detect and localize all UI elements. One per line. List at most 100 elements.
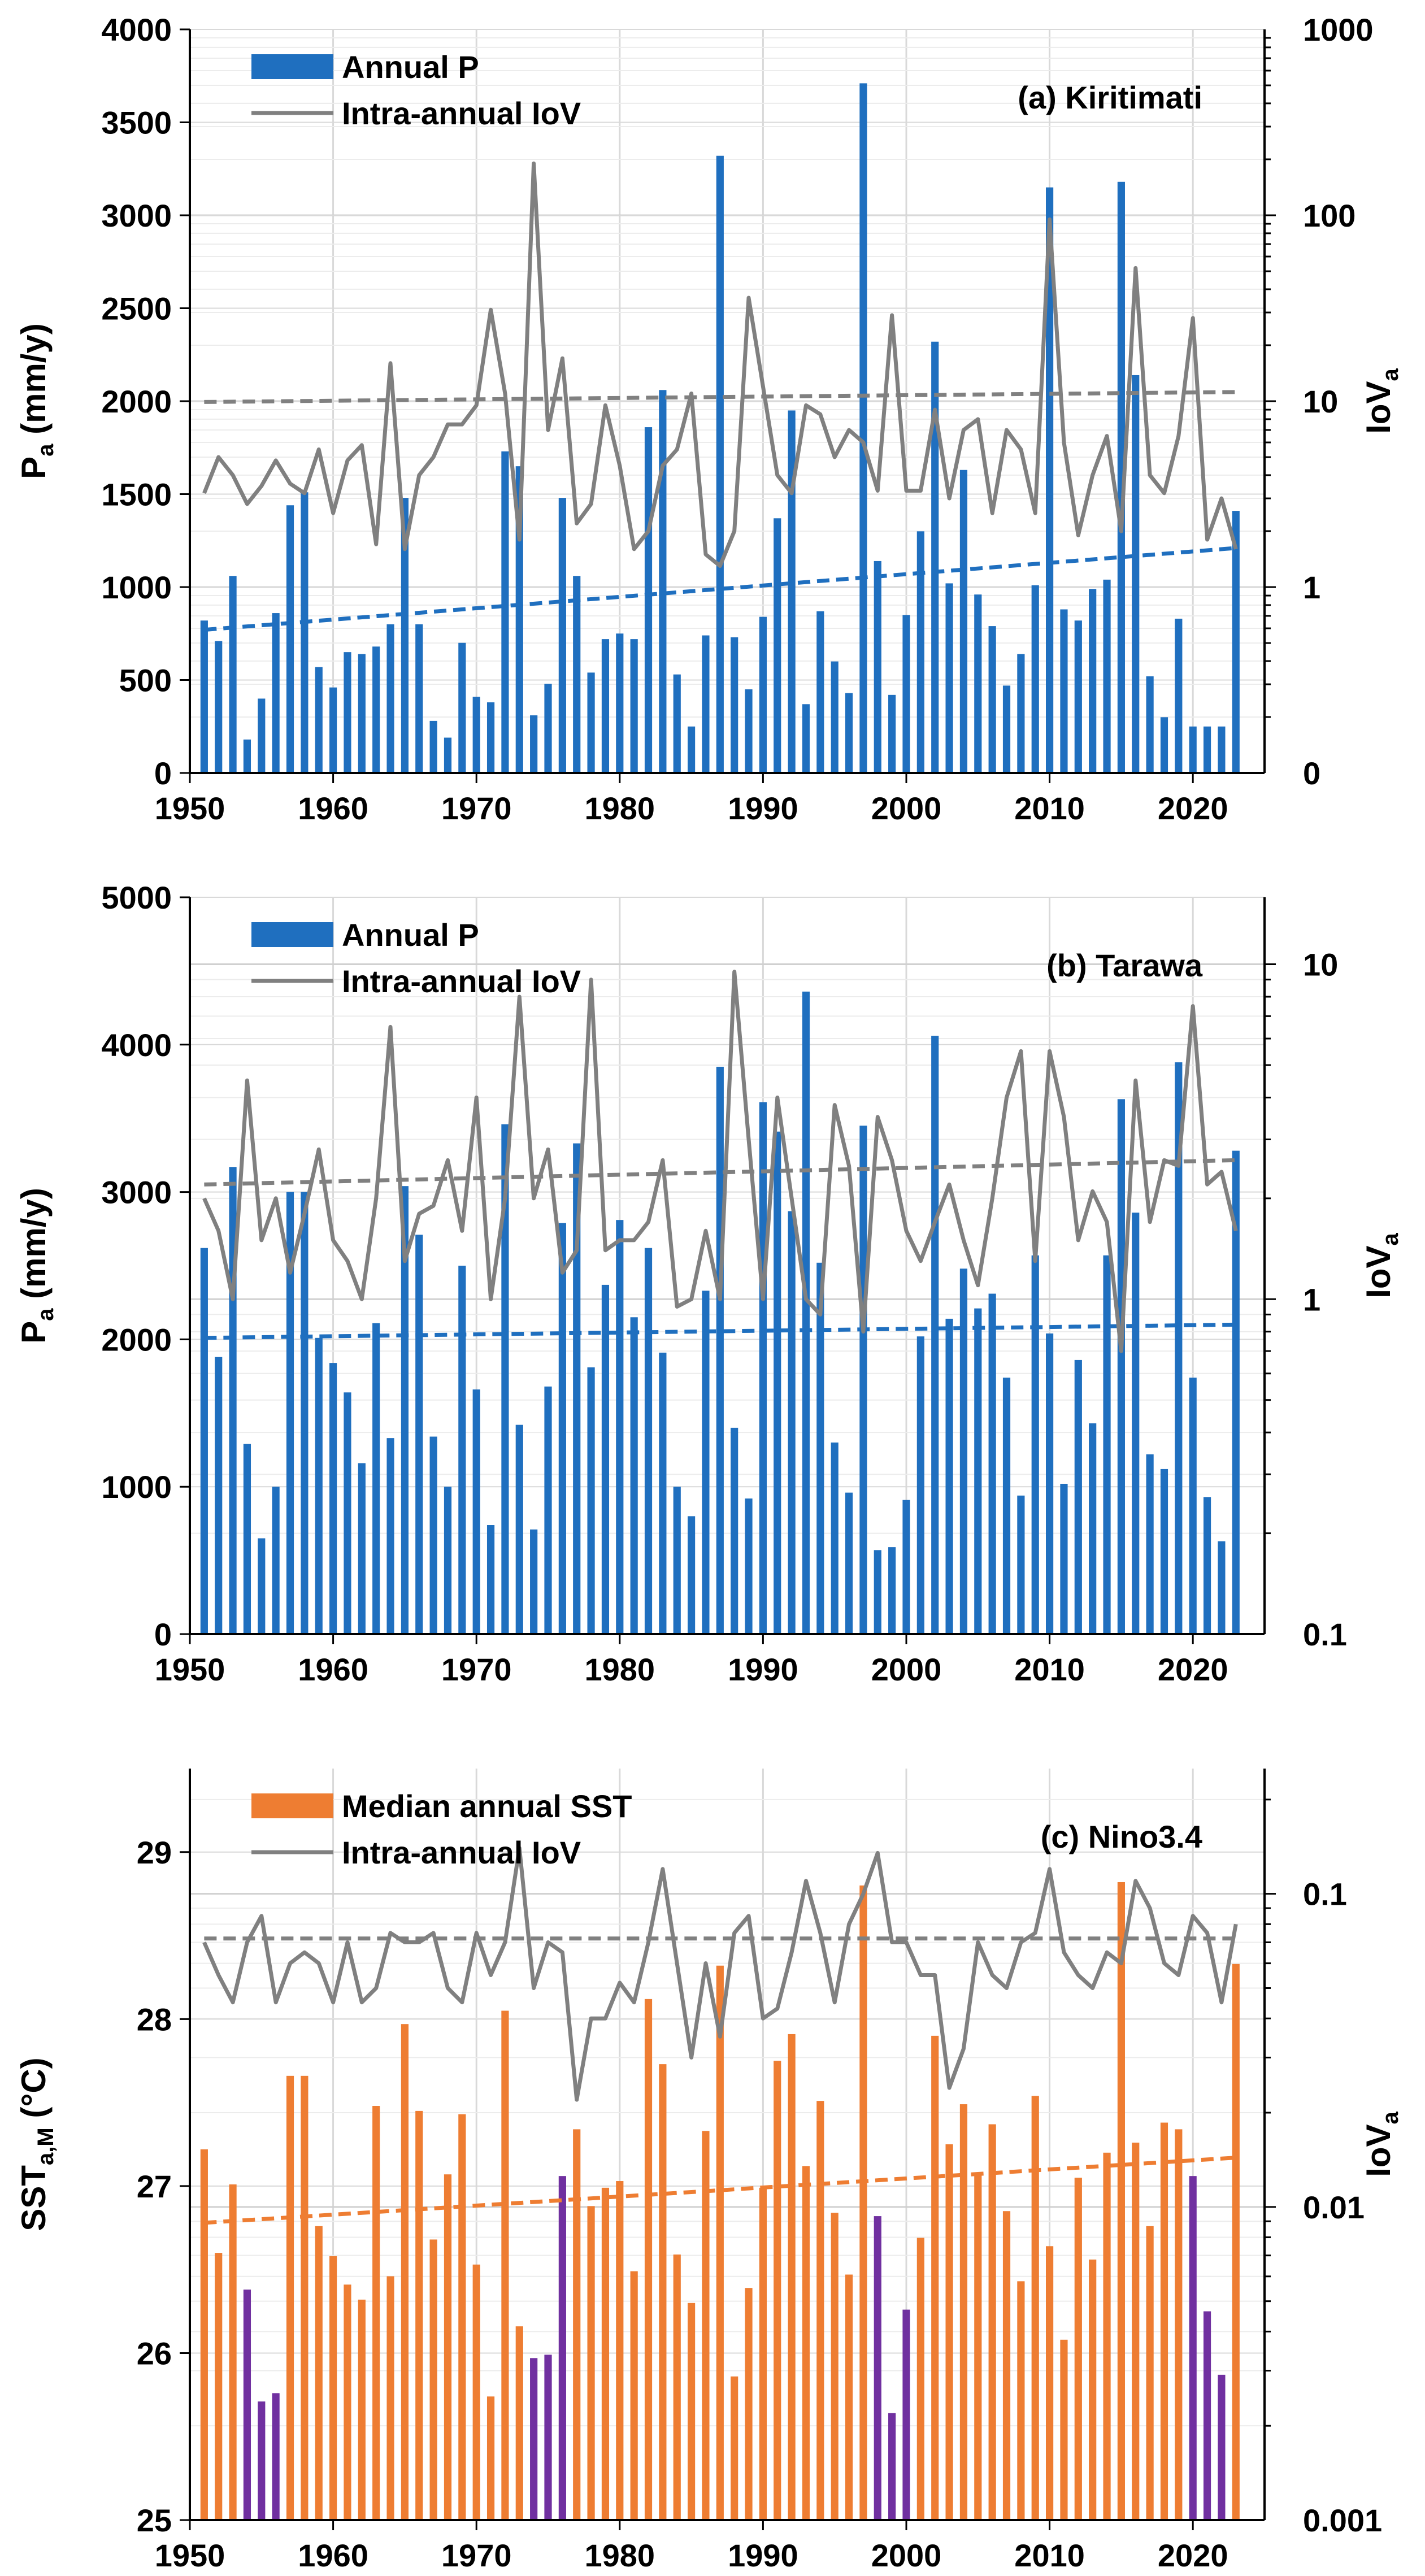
bar-2012 — [1074, 2178, 1082, 2520]
iov-series-line — [202, 1846, 1238, 2102]
bar-1985 — [688, 726, 696, 773]
bar-1989 — [745, 689, 753, 773]
y-axis-label-sub: a — [33, 1308, 58, 1321]
legend-label: Intra-annual IoV — [342, 963, 581, 999]
y-tick-label: 3500 — [101, 105, 172, 141]
bar-1965 — [401, 2024, 409, 2520]
x-tick-label: 1950 — [155, 790, 225, 826]
bar-1974 — [530, 1529, 538, 1634]
y2-tick-label: 0.1 — [1303, 1617, 1347, 1652]
y2-axis-label: IoVa — [1359, 368, 1403, 433]
x-tick-label: 1990 — [728, 790, 798, 826]
bar-1971 — [486, 702, 495, 773]
x-tick-label: 1970 — [441, 1652, 512, 1687]
y-axis-label-unit: (mm/y) — [15, 323, 53, 444]
bar-1968 — [444, 737, 452, 773]
bar-1971 — [486, 2396, 495, 2520]
bar-1958 — [301, 2075, 309, 2520]
bar-1993 — [802, 704, 810, 773]
bar-2001 — [916, 531, 924, 773]
bar-2002 — [931, 2035, 939, 2520]
bar-1990 — [759, 616, 767, 773]
bar-1993 — [802, 2166, 810, 2520]
y-axis-label-main: P — [15, 1321, 53, 1344]
y2-axis-label-sub: a — [1378, 1232, 1403, 1245]
bar-1999 — [888, 1547, 896, 1634]
bar-1980 — [616, 2181, 624, 2520]
bar-1979 — [601, 2187, 610, 2520]
bar-1972 — [501, 1124, 509, 1634]
bar-2017 — [1146, 676, 1154, 773]
bar-1979 — [601, 639, 610, 773]
bar-1980 — [616, 1220, 624, 1634]
bar-1996 — [845, 693, 853, 773]
bar-1969 — [458, 2114, 466, 2520]
bar-1996 — [845, 2274, 853, 2520]
bar-1954 — [243, 2290, 251, 2520]
y2-tick-label: 10 — [1303, 947, 1338, 983]
bar-1982 — [644, 1248, 653, 1634]
bar-1991 — [774, 2061, 781, 2520]
legend-label: Annual P — [342, 49, 479, 85]
bar-1963 — [372, 2106, 380, 2520]
bar-2010 — [1046, 187, 1054, 773]
bar-1960 — [329, 687, 337, 773]
bar-1987 — [716, 1965, 724, 2520]
y-tick-label: 2000 — [101, 1322, 172, 1357]
y2-tick-label: 0.1 — [1303, 1876, 1347, 1912]
bar-2012 — [1074, 1359, 1082, 1634]
bar-1998 — [874, 1550, 881, 1634]
bar-1962 — [358, 2299, 366, 2520]
bar-2008 — [1017, 654, 1025, 773]
x-tick-label: 2020 — [1158, 1652, 1228, 1687]
bar-1983 — [659, 390, 667, 773]
bar-2011 — [1060, 609, 1068, 773]
bar-1992 — [788, 410, 796, 773]
bar-1989 — [745, 1498, 753, 1634]
bar-2005 — [974, 1308, 982, 1634]
bar-2023 — [1232, 1964, 1240, 2520]
bar-1995 — [831, 2213, 839, 2520]
legend-label: Median annual SST — [342, 1788, 632, 1824]
bar-2013 — [1089, 2259, 1097, 2520]
chart-panel-1: 0 500 1000 1500 2000 2500 3000 3500 4000 0 1 10 100 1… — [15, 12, 1403, 826]
bar-2000 — [902, 1500, 910, 1634]
bar-1986 — [702, 635, 710, 773]
bar-1962 — [358, 654, 366, 773]
bar-1958 — [301, 1192, 309, 1634]
bar-1957 — [286, 1192, 294, 1634]
bar-1973 — [515, 2326, 523, 2520]
bar-1997 — [859, 83, 867, 773]
bar-2015 — [1117, 181, 1125, 773]
bar-1985 — [688, 2303, 696, 2520]
y2-tick-label: 0.001 — [1303, 2503, 1382, 2538]
panel-title: (a) Kiritimati — [1018, 80, 1202, 115]
bar-1996 — [845, 1492, 853, 1634]
bar-2003 — [945, 583, 953, 773]
legend-label: Intra-annual IoV — [342, 1835, 581, 1870]
x-tick-label: 1960 — [298, 1652, 368, 1687]
bar-2019 — [1175, 618, 1183, 773]
bar-2022 — [1218, 2374, 1226, 2520]
x-tick-label: 2010 — [1014, 1652, 1085, 1687]
bar-2001 — [916, 2238, 924, 2520]
bar-1990 — [759, 1102, 767, 1634]
bar-2002 — [931, 1036, 939, 1634]
bar-1984 — [673, 674, 681, 773]
bar-2016 — [1132, 375, 1140, 773]
y-tick-label: 25 — [137, 2503, 172, 2538]
y2-tick-label: 1 — [1303, 570, 1320, 605]
y-axis-label-unit: (mm/y) — [15, 1188, 53, 1308]
bar-1951 — [200, 620, 208, 773]
bar-1957 — [286, 505, 294, 773]
y-tick-label: 5000 — [101, 880, 172, 915]
bar-1978 — [587, 2206, 595, 2520]
bar-1974 — [530, 2358, 538, 2520]
bar-1974 — [530, 715, 538, 773]
bar-1973 — [515, 466, 523, 773]
x-tick-label: 1990 — [728, 1652, 798, 1687]
bar-2007 — [1002, 685, 1011, 773]
bar-2000 — [902, 2309, 910, 2520]
y-tick-label: 27 — [137, 2169, 172, 2204]
bar-1965 — [401, 498, 409, 773]
